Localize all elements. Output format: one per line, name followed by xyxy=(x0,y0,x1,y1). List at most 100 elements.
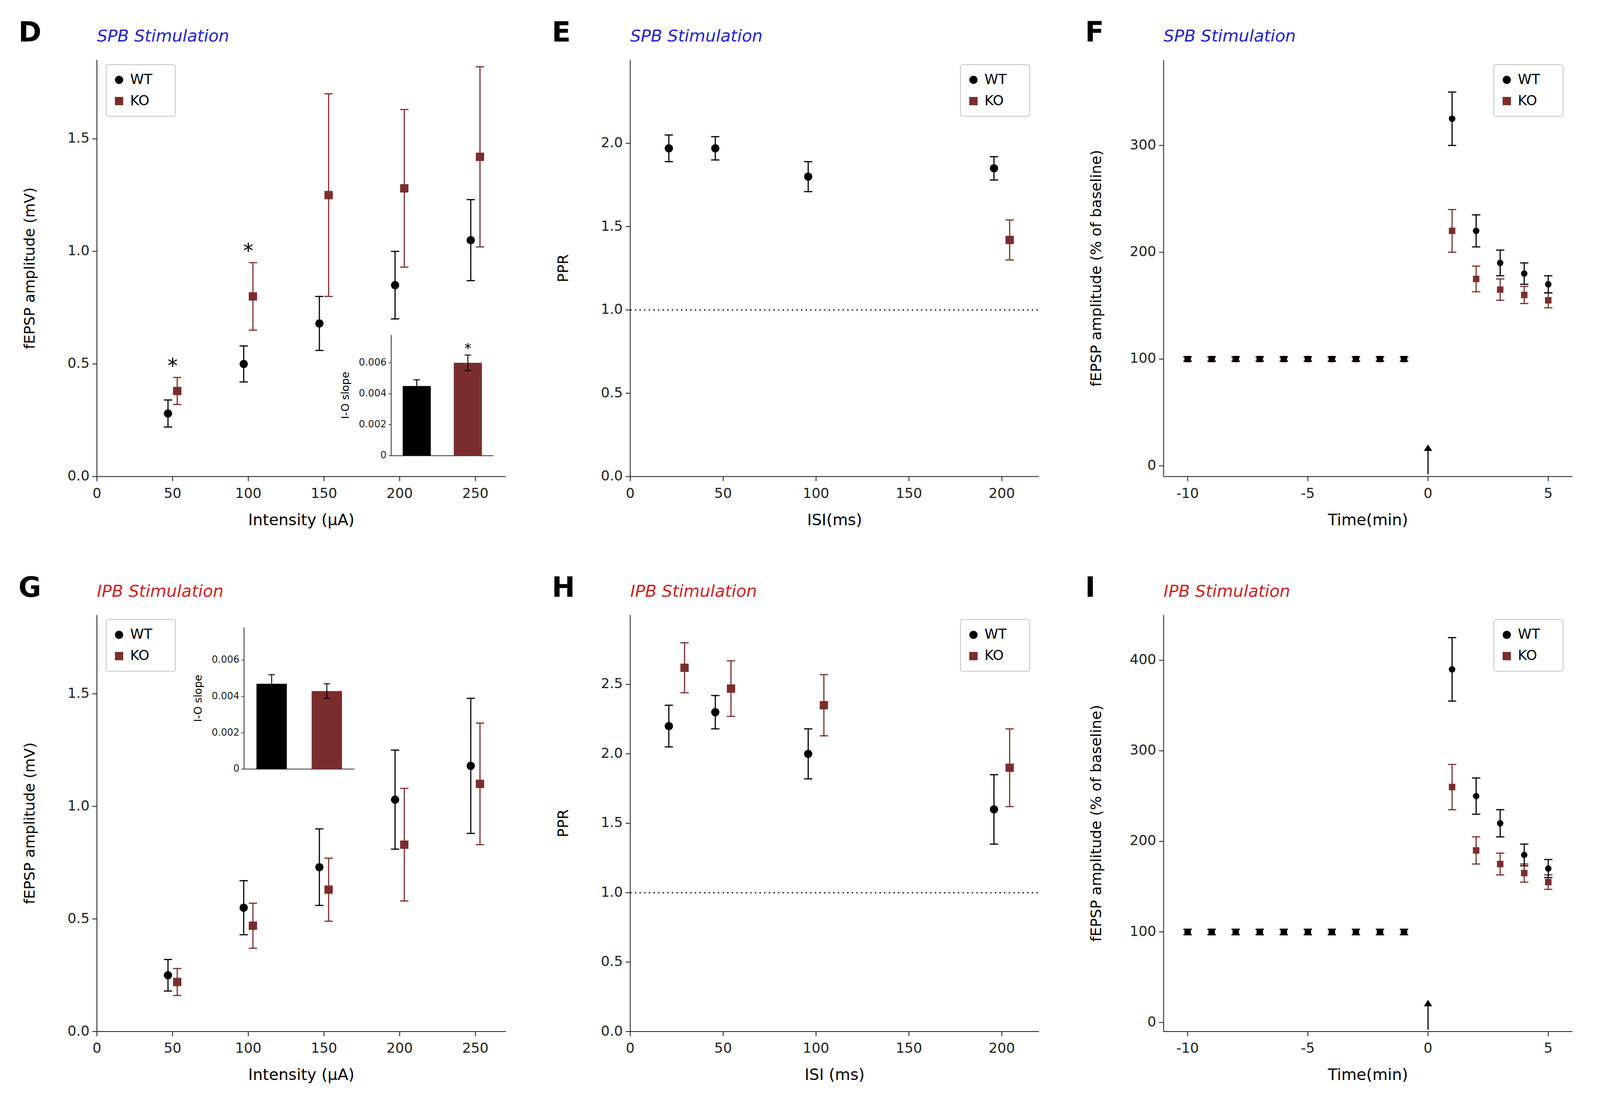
legend-label: WT xyxy=(130,625,153,642)
y-tick xyxy=(625,476,631,478)
point xyxy=(1497,286,1504,294)
error-cap xyxy=(726,715,736,718)
error-cap xyxy=(1496,836,1505,838)
x-tick xyxy=(96,1031,98,1037)
error-cap xyxy=(726,660,736,662)
series xyxy=(664,695,999,845)
point xyxy=(1304,928,1312,935)
error-bar xyxy=(1005,220,1014,261)
legend-label: KO xyxy=(1517,647,1538,664)
point xyxy=(1328,928,1336,935)
error-cap xyxy=(1496,808,1505,811)
error-cap xyxy=(390,318,400,320)
y-tick-label: 0 xyxy=(1147,456,1157,474)
inset-y-axis-line xyxy=(243,627,245,770)
y-tick-label: 0.0 xyxy=(600,1022,624,1039)
error-cap xyxy=(400,900,409,902)
inset-y-label: I-O slope xyxy=(339,371,352,419)
error-bar xyxy=(163,959,173,991)
legend-box xyxy=(960,619,1030,672)
point xyxy=(173,977,182,987)
x-tick xyxy=(399,1031,401,1037)
point xyxy=(163,409,173,418)
error-cap xyxy=(315,828,324,830)
error-cap xyxy=(1520,283,1529,286)
error-bar xyxy=(711,695,720,729)
point xyxy=(1304,355,1312,363)
y-tick xyxy=(1158,144,1164,146)
legend-marker xyxy=(114,652,124,661)
y-tick xyxy=(92,138,97,140)
error-bar xyxy=(664,134,673,162)
error-bar xyxy=(466,199,475,281)
point xyxy=(1400,355,1408,363)
point xyxy=(726,684,736,693)
panel-label: F xyxy=(1084,15,1104,48)
x-tick-label: 200 xyxy=(988,485,1015,502)
point xyxy=(1208,355,1216,363)
error-bar xyxy=(1472,836,1481,864)
point xyxy=(1005,235,1014,245)
error-cap xyxy=(173,967,182,970)
x-tick-label: 0 xyxy=(625,1039,635,1056)
y-tick xyxy=(625,892,631,893)
point xyxy=(324,191,333,200)
point xyxy=(1184,355,1191,363)
error-cap xyxy=(1544,292,1553,294)
error-bar xyxy=(819,674,828,736)
point xyxy=(400,840,409,849)
legend-label: WT xyxy=(130,71,153,88)
y-tick xyxy=(625,309,631,311)
x-tick xyxy=(247,1031,249,1037)
point xyxy=(1256,355,1264,363)
point xyxy=(1304,355,1312,363)
x-tick xyxy=(1001,476,1003,482)
y-axis-label: fEPSP amplitude (% of baseline) xyxy=(1087,704,1105,942)
error-cap xyxy=(1544,307,1553,309)
arrow-head xyxy=(1423,444,1433,451)
error-cap xyxy=(1544,888,1553,891)
y-tick xyxy=(625,143,631,144)
error-cap xyxy=(664,161,673,163)
legend: WTKO xyxy=(106,64,176,117)
y-tick-label: 300 xyxy=(1129,136,1157,153)
error-cap xyxy=(1448,763,1457,766)
y-tick xyxy=(1158,840,1164,842)
panel-label: G xyxy=(18,570,42,604)
y-axis-line xyxy=(1162,615,1164,1032)
legend-box xyxy=(1493,619,1564,672)
inset-y-label: I-O slope xyxy=(191,674,204,722)
point xyxy=(1400,928,1408,935)
x-tick-label: 200 xyxy=(386,1039,413,1056)
y-tick-label: 1.5 xyxy=(600,217,624,234)
error-cap xyxy=(1448,700,1457,702)
title: SPB Stimulation xyxy=(630,26,763,46)
legend-label: WT xyxy=(1517,71,1541,88)
legend-label: WT xyxy=(984,625,1007,642)
point xyxy=(1449,115,1456,122)
title: IPB Stimulation xyxy=(630,581,757,601)
error-cap xyxy=(315,904,324,907)
x-axis-label: Time(min) xyxy=(1327,1065,1409,1084)
inset-y-tick xyxy=(241,659,245,661)
y-tick-label: 2.0 xyxy=(600,744,624,762)
point xyxy=(1376,355,1384,363)
x-axis-line xyxy=(1163,1030,1573,1032)
y-tick-label: 0.0 xyxy=(67,1022,90,1039)
y-tick xyxy=(92,251,97,252)
y-tick-label: 100 xyxy=(1129,922,1157,940)
series xyxy=(1005,220,1014,261)
error-bar xyxy=(324,857,333,922)
point xyxy=(390,281,400,290)
x-tick-label: 250 xyxy=(461,1039,489,1056)
error-cap xyxy=(239,934,248,936)
title: IPB Stimulation xyxy=(1163,581,1290,601)
error-cap xyxy=(268,674,276,676)
point xyxy=(466,761,475,770)
error-cap xyxy=(1448,144,1457,147)
point xyxy=(989,164,999,173)
error-bar xyxy=(239,346,248,383)
error-cap xyxy=(1496,278,1505,280)
error-bar xyxy=(1448,209,1457,253)
inset-y-tick-label: 0.002 xyxy=(211,726,240,738)
